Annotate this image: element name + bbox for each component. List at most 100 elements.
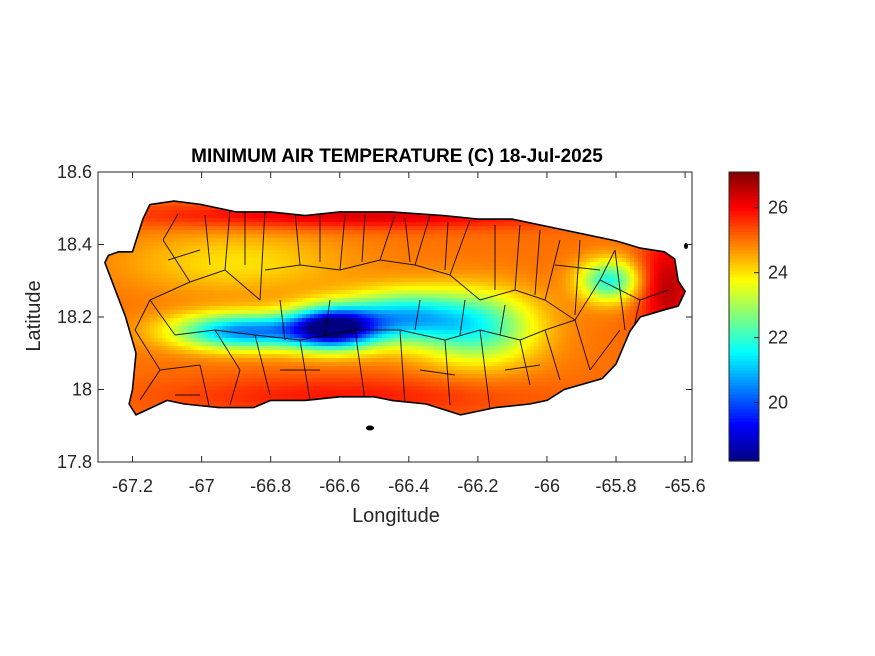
heatmap-cell	[430, 230, 435, 235]
heatmap-cell	[338, 254, 343, 259]
heatmap-cell	[114, 282, 119, 287]
heatmap-cell	[158, 250, 163, 255]
heatmap-cell	[542, 294, 547, 299]
heatmap-cell	[294, 258, 299, 263]
heatmap-cell	[358, 258, 363, 263]
heatmap-cell	[498, 222, 503, 227]
heatmap-cell	[290, 270, 295, 275]
heatmap-cell	[194, 318, 199, 323]
heatmap-cell	[298, 306, 303, 311]
heatmap-cell	[446, 298, 451, 303]
heatmap-cell	[490, 306, 495, 311]
heatmap-cell	[174, 202, 179, 207]
heatmap-cell	[550, 250, 555, 255]
heatmap-cell	[498, 238, 503, 243]
heatmap-cell	[614, 298, 619, 303]
heatmap-cell	[266, 298, 271, 303]
heatmap-cell	[206, 270, 211, 275]
heatmap-cell	[462, 250, 467, 255]
heatmap-cell	[502, 298, 507, 303]
heatmap-cell	[322, 290, 327, 295]
heatmap-cell	[526, 242, 531, 247]
heatmap-cell	[506, 218, 511, 223]
heatmap-cell	[534, 238, 539, 243]
heatmap-cell	[258, 310, 263, 315]
heatmap-cell	[534, 306, 539, 311]
heatmap-cell	[314, 290, 319, 295]
heatmap-cell	[514, 238, 519, 243]
heatmap-cell	[466, 254, 471, 259]
heatmap-cell	[366, 318, 371, 323]
heatmap-cell	[182, 258, 187, 263]
heatmap-cell	[430, 294, 435, 299]
heatmap-cell	[614, 266, 619, 271]
heatmap-cell	[170, 242, 175, 247]
heatmap-cell	[490, 234, 495, 239]
heatmap-cell	[254, 282, 259, 287]
heatmap-cell	[406, 214, 411, 219]
heatmap-cell	[630, 258, 635, 263]
heatmap-cell	[130, 298, 135, 303]
heatmap-cell	[206, 234, 211, 239]
heatmap-cell	[410, 270, 415, 275]
heatmap-cell	[310, 298, 315, 303]
heatmap-cell	[174, 238, 179, 243]
heatmap-cell	[534, 302, 539, 307]
heatmap-cell	[470, 278, 475, 283]
heatmap-cell	[510, 282, 515, 287]
heatmap-cell	[298, 214, 303, 219]
heatmap-cell	[614, 242, 619, 247]
heatmap-cell	[330, 238, 335, 243]
heatmap-cell	[306, 310, 311, 315]
heatmap-cell	[226, 246, 231, 251]
heatmap-cell	[394, 238, 399, 243]
heatmap-cell	[326, 322, 331, 327]
heatmap-cell	[670, 298, 675, 303]
heatmap-cell	[322, 218, 327, 223]
heatmap-cell	[334, 222, 339, 227]
heatmap-cell	[430, 266, 435, 271]
heatmap-cell	[254, 238, 259, 243]
heatmap-cell	[318, 322, 323, 327]
heatmap-cell	[326, 290, 331, 295]
heatmap-cell	[498, 218, 503, 223]
heatmap-cell	[502, 262, 507, 267]
heatmap-cell	[398, 246, 403, 251]
heatmap-cell	[578, 278, 583, 283]
heatmap-cell	[282, 230, 287, 235]
heatmap-cell	[658, 262, 663, 267]
heatmap-cell	[114, 270, 119, 275]
heatmap-cell	[314, 282, 319, 287]
heatmap-cell	[566, 278, 571, 283]
heatmap-cell	[370, 266, 375, 271]
heatmap-cell	[354, 302, 359, 307]
heatmap-cell	[478, 306, 483, 311]
heatmap-cell	[250, 238, 255, 243]
heatmap-cell	[366, 218, 371, 223]
heatmap-cell	[426, 250, 431, 255]
heatmap-cell	[354, 242, 359, 247]
heatmap-cell	[386, 298, 391, 303]
heatmap-cell	[338, 258, 343, 263]
heatmap-cell	[150, 222, 155, 227]
heatmap-cell	[354, 278, 359, 283]
heatmap-cell	[446, 310, 451, 315]
heatmap-cell	[346, 242, 351, 247]
heatmap-cell	[570, 278, 575, 283]
heatmap-cell	[214, 242, 219, 247]
heatmap-cell	[330, 282, 335, 287]
heatmap-cell	[150, 278, 155, 283]
heatmap-cell	[434, 274, 439, 279]
heatmap-cell	[406, 278, 411, 283]
heatmap-cell	[154, 218, 159, 223]
heatmap-cell	[482, 226, 487, 231]
heatmap-cell	[162, 290, 167, 295]
heatmap-cell	[214, 286, 219, 291]
heatmap-cell	[418, 294, 423, 299]
heatmap-cell	[366, 234, 371, 239]
heatmap-cell	[518, 238, 523, 243]
heatmap-cell	[234, 238, 239, 243]
heatmap-cell	[338, 270, 343, 275]
heatmap-cell	[654, 286, 659, 291]
heatmap-cell	[574, 310, 579, 315]
